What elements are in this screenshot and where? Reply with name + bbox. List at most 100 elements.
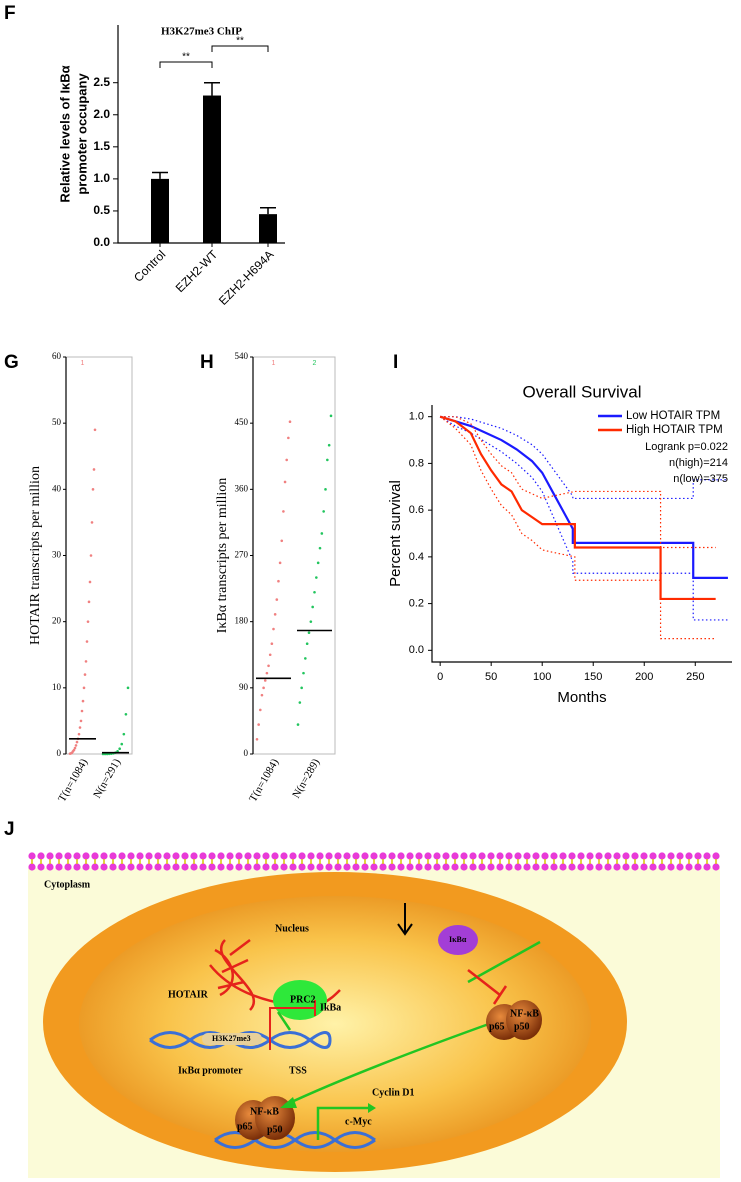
lipid [379,863,387,871]
significance-label: ** [236,36,244,47]
lipid [199,852,207,860]
point [300,686,303,690]
lipid [208,863,216,871]
lipid [613,863,621,871]
lipid [118,863,126,871]
hotair-rna [209,939,341,1011]
lipid [199,863,207,871]
lipid [154,863,162,871]
diagram: Cytoplasm Nucleus HOTAIR PRC2 H3K27me3 I… [28,852,720,1178]
lipid [487,863,495,871]
lipid [469,863,477,871]
label: p65 [489,1021,505,1032]
lipid [91,863,99,871]
label: IκBα promoter [178,1065,243,1076]
lipid [82,852,90,860]
lipid [712,863,720,871]
lipid [694,863,702,871]
y-axis-label: IκBα transcripts per million [215,478,230,634]
p50 [506,1000,542,1040]
point [278,561,282,565]
lipid [154,852,162,860]
lipid [478,863,486,871]
lipid [379,852,387,860]
dna [149,1031,332,1049]
label: Cytoplasm [44,879,91,890]
lipid [253,863,261,871]
lipid [217,863,225,871]
lipid [514,852,522,860]
point [287,436,290,440]
lipid [55,852,63,860]
survival-line [439,415,716,601]
lipid [406,852,414,860]
lipid [271,863,279,871]
lipid [568,863,576,871]
lipid [235,863,243,871]
y-tick-label: 90 [239,682,249,692]
lipid [649,863,657,871]
lipid [46,863,54,871]
point [315,576,318,579]
y-tick-label: 0 [244,748,249,758]
point [86,620,90,623]
confidence-band [440,416,716,549]
lipid [334,852,342,860]
lipid [370,852,378,860]
point [285,458,289,462]
lipid [91,852,99,860]
label: IκBα [449,935,467,944]
label: Cyclin D1 [372,1087,415,1098]
lipid [352,852,360,860]
lipid [451,863,459,871]
lipid [496,863,504,871]
lipid [316,863,324,871]
lipid [523,863,531,871]
point [118,747,121,751]
lipid [136,863,144,871]
lipid [469,852,477,860]
x-tick-label: T(n=1084) [56,756,90,804]
error-bar [260,206,276,215]
label: p65 [237,1121,253,1132]
point [273,613,277,616]
point [282,510,285,513]
point [87,600,91,604]
panel-letter: G [4,352,19,373]
point [265,671,269,675]
prc2 [273,980,327,1020]
lipid [217,852,225,860]
point [81,699,85,703]
lipid [325,863,333,871]
nucleus [79,896,591,1152]
y-tick-label: 2.5 [93,75,110,89]
lipid [631,852,639,860]
lipid [532,852,540,860]
point [84,660,88,663]
bar [203,95,221,243]
lipid [280,863,288,871]
lipid [451,852,459,860]
error-bar [204,81,220,96]
chart-title: Overall Survival [522,382,641,401]
label: p50 [514,1021,530,1032]
arrow [316,1106,372,1140]
lipid [55,863,63,871]
significance-bracket [211,45,269,52]
point [298,701,302,704]
point [93,428,97,432]
point [255,737,259,741]
lipid [487,852,495,860]
lipid [37,863,45,871]
lipid [397,852,405,860]
point [74,744,78,747]
x-tick-label: N(n=291) [91,756,123,800]
x-tick-label: EZH2-WT [173,247,221,295]
label: HOTAIR [168,989,209,1000]
lipid [208,852,216,860]
y-tick-label: 1.5 [93,139,110,153]
point [313,590,316,594]
y-tick-label: 180 [235,616,249,626]
point [82,686,86,690]
lipid [109,863,117,871]
